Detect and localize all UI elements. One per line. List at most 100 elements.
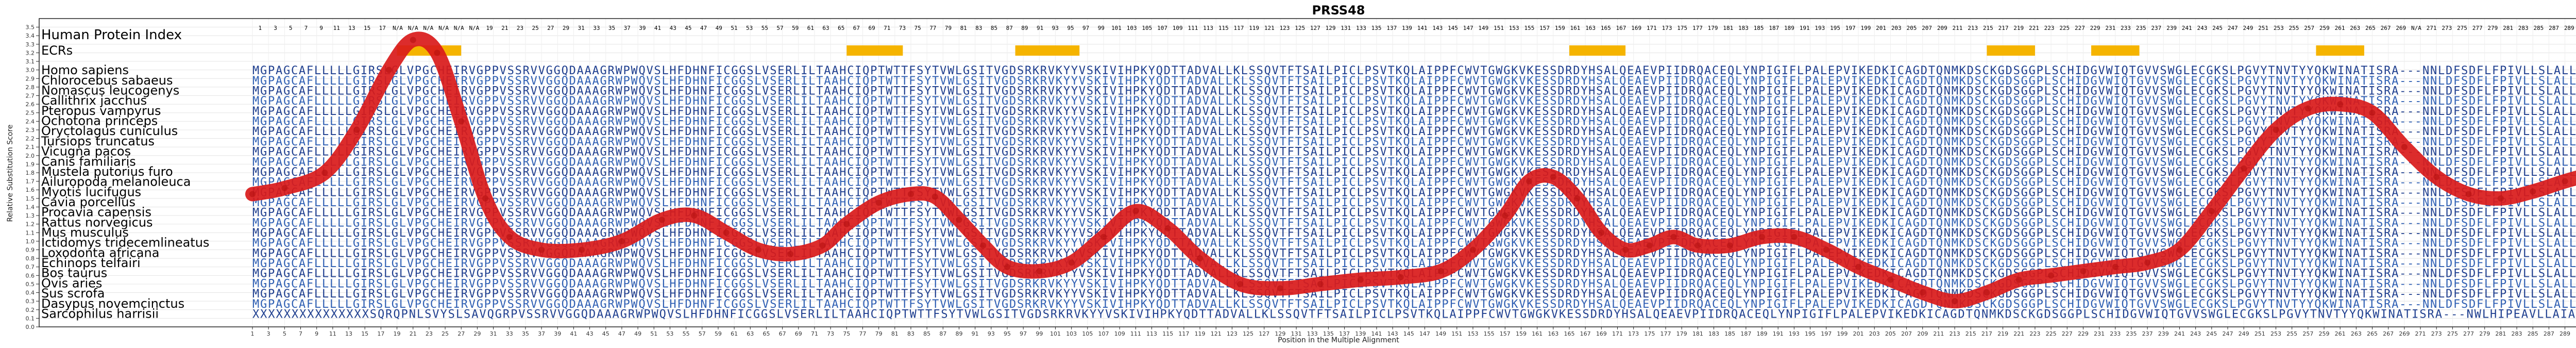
score-point — [1317, 280, 1324, 287]
score-point — [1397, 274, 1404, 280]
position-label: 167 — [1616, 25, 1626, 31]
x-tick-label: 283 — [2512, 330, 2522, 337]
score-point — [2048, 272, 2055, 279]
score-point — [1984, 289, 1990, 296]
x-tick-label: 247 — [2222, 330, 2233, 337]
position-label: 149 — [1478, 25, 1488, 31]
position-label: 59 — [792, 25, 799, 31]
position-label: 9 — [319, 25, 323, 31]
position-label: 65 — [838, 25, 844, 31]
x-tick-label: 277 — [2463, 330, 2474, 337]
x-tick-label: 65 — [762, 330, 770, 337]
axes: 0.0 0.1 0.2 0.3 0.4 0.5 0.60.7 0.80.9 1.0 1.11.2 1… — [26, 18, 2576, 337]
y-tick-label: 2.9 — [26, 75, 35, 82]
x-tick-label: 145 — [1403, 330, 1414, 337]
position-label: 31 — [578, 25, 585, 31]
species-name: Chlorocebus sabaeus — [41, 73, 173, 88]
species-sequence: MGPAGCAFLLLLLGIRSLGLVPGCHEIRVGPPVSSRVVGG… — [252, 207, 2576, 220]
x-tick-label: 133 — [1307, 330, 1318, 337]
x-tick-label: 109 — [1114, 330, 1125, 337]
score-point — [1277, 285, 1283, 292]
position-label: 267 — [2381, 25, 2391, 31]
x-tick-label: 261 — [2335, 330, 2346, 337]
score-point — [1469, 246, 1476, 253]
score-point — [353, 126, 360, 133]
x-tick-label: 119 — [1195, 330, 1206, 337]
x-tick-label: 125 — [1243, 330, 1253, 337]
x-tick-label: 177 — [1660, 330, 1671, 337]
y-tick-label: 3.1 — [26, 58, 35, 65]
x-tick-label: 33 — [506, 330, 513, 337]
position-label: N/A — [454, 25, 464, 31]
position-label: 219 — [2013, 25, 2024, 31]
score-point — [1622, 246, 1629, 253]
position-label: 141 — [1417, 25, 1428, 31]
x-tick-label: 75 — [843, 330, 850, 337]
x-tick-label: 77 — [859, 330, 866, 337]
species-name: Nomascus leucogenys — [41, 83, 179, 97]
position-label: 283 — [2518, 25, 2529, 31]
x-tick-label: 255 — [2286, 330, 2297, 337]
species-sequence: MGPAGCAFLLLLLGIRSLGLVPGCHEIRVGPPVSSRVVGG… — [252, 288, 2576, 301]
position-label: 259 — [2319, 25, 2330, 31]
position-label: 147 — [1463, 25, 1473, 31]
x-tick-label: 173 — [1628, 330, 1639, 337]
score-point — [691, 212, 698, 219]
x-tick-label: 193 — [1789, 330, 1800, 337]
position-label: 75 — [914, 25, 921, 31]
x-tick-label: 121 — [1211, 330, 1222, 337]
x-tick-label: 179 — [1676, 330, 1687, 337]
position-label: 5 — [289, 25, 293, 31]
position-label: 131 — [1341, 25, 1351, 31]
position-label: 7 — [304, 25, 308, 31]
score-point — [249, 191, 256, 197]
x-tick-label: 101 — [1050, 330, 1061, 337]
score-point — [578, 246, 585, 253]
y-tick-label: 1.4 — [26, 204, 35, 210]
position-label: 225 — [2059, 25, 2070, 31]
x-tick-label: 29 — [473, 330, 481, 337]
x-tick-label: 205 — [1885, 330, 1896, 337]
score-point — [2208, 208, 2215, 214]
score-point — [2080, 268, 2087, 275]
position-label: 231 — [2105, 25, 2115, 31]
species-name: Sus scrofa — [41, 286, 105, 301]
position-label: 203 — [1891, 25, 1902, 31]
position-label: 41 — [654, 25, 661, 31]
x-tick-label: 181 — [1692, 330, 1703, 337]
y-axis-label: Relative Substitution Score — [6, 124, 14, 222]
x-tick-label: 225 — [2046, 330, 2057, 337]
position-label: 229 — [2090, 25, 2100, 31]
x-tick-label: 251 — [2255, 330, 2265, 337]
y-tick-label: 1.2 — [26, 221, 35, 228]
row-labels: Human Protein Index ECRs Homo sapiensChl… — [41, 27, 209, 321]
y-tick-label: 0.0 — [26, 324, 35, 330]
position-label: 19 — [486, 25, 493, 31]
x-tick-label: 289 — [2560, 330, 2570, 337]
x-tick-label: 103 — [1066, 330, 1077, 337]
position-label: 145 — [1448, 25, 1458, 31]
y-tick-label: 0.3 — [26, 298, 35, 305]
position-label: 263 — [2350, 25, 2360, 31]
species-name: Tursiops truncatus — [41, 134, 155, 148]
position-label: 55 — [761, 25, 768, 31]
x-tick-label: 115 — [1162, 330, 1173, 337]
species-sequence: MGPAGCAFLLLLLGIRSLGLVPGCHEIRVGPPVSSRVVGG… — [252, 257, 2576, 270]
y-tick-label: 3.2 — [26, 49, 35, 56]
x-tick-label: 215 — [1965, 330, 1976, 337]
x-tick-label: 191 — [1773, 330, 1784, 337]
score-point — [755, 246, 761, 253]
position-label: 61 — [807, 25, 814, 31]
x-tick-label: 99 — [1036, 330, 1043, 337]
position-label: N/A — [393, 25, 403, 31]
x-tick-label: 209 — [1917, 330, 1928, 337]
x-tick-label: 63 — [747, 330, 754, 337]
score-point — [843, 221, 850, 227]
x-tick-label: 175 — [1644, 330, 1655, 337]
position-label: 153 — [1509, 25, 1519, 31]
x-tick-label: 153 — [1467, 330, 1478, 337]
y-tick-label: 1.6 — [26, 187, 35, 193]
position-label: N/A — [408, 25, 418, 31]
position-label: 105 — [1142, 25, 1152, 31]
species-sequence: MGPAGCAFLLLLLGIRSLGLVPGCHEIRVGPPVSSRVVGG… — [252, 146, 2576, 159]
